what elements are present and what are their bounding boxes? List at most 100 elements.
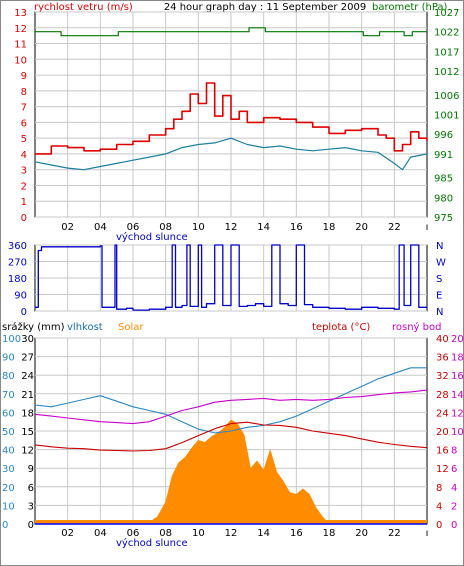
dewpoint-y-tick-label: 10 [451,427,464,438]
pressure-y-tick-label: 1022 [434,28,459,39]
temperature-axis-label: teplota (°C) [312,322,370,333]
dewpoint-y-tick-label: 2 [451,501,457,512]
wind-y-tick-label: 11 [14,40,27,51]
pressure-line [35,27,427,37]
wind-y-tick-label: 4 [21,150,27,161]
temperature-y-tick-label: 40 [436,334,449,345]
wind-y-tick-label: 0 [21,213,27,224]
direction-y-tick-label: 270 [8,258,27,269]
rain-y-tick-label: 18 [21,408,34,419]
wind-pressure-x-tick-label: 14 [257,222,270,233]
dewpoint-axis-label: rosný bod [392,321,441,333]
wind-pressure-x-tick-end: ı [426,222,429,233]
climate-x-tick-label: 02 [61,528,74,539]
rain-y-tick-label: 3 [28,501,34,512]
rain-y-tick-label: 15 [21,427,34,438]
climate-x-tick-label: 20 [355,528,368,539]
temperature-y-tick-label: 28 [436,390,449,401]
dewpoint-y-tick-label: 0 [451,520,457,531]
humidity-y-tick-label: 10 [2,501,15,512]
direction-y-tick-label: 0 [21,307,27,318]
climate-x-tick-label: 04 [94,528,107,539]
humidity-y-tick-label: 100 [2,334,21,345]
wind-y-tick-label: 6 [21,118,27,129]
wind-y-tick-label: 7 [21,103,27,114]
climate-x-tick-end: ı [426,528,429,539]
wind-pressure-x-tick-label: 06 [127,222,140,233]
dewpoint-y-tick-label: 16 [451,371,464,382]
wind-pressure-x-tick-label: 18 [323,222,336,233]
rain-y-tick-label: 12 [21,446,34,457]
climate-x-tick-label: 16 [290,528,303,539]
pressure-y-tick-label: 1001 [434,111,459,122]
dewpoint-y-tick-label: 8 [451,446,457,457]
rain-y-tick-label: 21 [21,390,34,401]
humidity-y-tick-label: 30 [2,464,15,475]
temperature-y-tick-label: 8 [436,483,442,494]
temperature-y-tick-label: 0 [436,520,442,531]
dewpoint-y-tick-label: 6 [451,464,457,475]
pressure-axis-label: barometr (hPa) [372,2,448,13]
temperature-line [34,421,428,452]
wind-y-tick-label: 12 [14,24,27,35]
wind-y-tick-label: 1 [21,197,27,208]
climate-x-tick-label: 12 [225,528,238,539]
direction-y-tick-label: 180 [8,274,27,285]
temperature-y-tick-label: 24 [436,408,449,419]
dewpoint-y-tick-label: 4 [451,483,457,494]
rain-y-tick-label: 30 [21,334,34,345]
rain-y-tick-label: 6 [28,483,34,494]
wind-y-tick-label: 3 [21,166,27,177]
sunrise-label-top: východ slunce [116,231,188,243]
dewpoint-y-tick-label: 12 [451,408,464,419]
climate-x-tick-label: 22 [388,528,401,539]
pressure-y-tick-label: 991 [434,150,453,161]
wind-pressure-x-tick-label: 02 [61,222,74,233]
compass-tick-label: W [436,258,446,269]
compass-tick-label: N [436,241,443,252]
rain-y-tick-label: 24 [21,371,34,382]
climate-x-tick-label: 10 [192,528,205,539]
rain-y-tick-label: 27 [21,353,34,364]
wind-y-tick-label: 8 [21,87,27,98]
climate-x-tick-label: 08 [159,528,172,539]
temperature-y-tick-label: 36 [436,353,449,364]
wind-y-tick-label: 13 [14,8,27,19]
compass-tick-label: N [436,307,443,318]
wind-pressure-x-tick-label: 12 [225,222,238,233]
temperature-y-tick-label: 4 [436,501,442,512]
temperature-y-tick-label: 20 [436,427,449,438]
wind-pressure-x-tick-label: 22 [388,222,401,233]
wind-y-tick-label: 2 [21,181,27,192]
pressure-y-tick-label: 1012 [434,67,459,78]
climate-x-tick-label: 14 [257,528,270,539]
wind-direction-line [35,244,427,311]
humidity-y-tick-label: 20 [2,483,15,494]
solar-axis-label: Solar [118,322,144,333]
humidity-y-tick-label: 60 [2,408,15,419]
humidity-axis-label: vlhkost [67,322,103,333]
dewpoint-y-tick-label: 18 [451,353,464,364]
wind-gust-line [35,82,428,155]
wind-avg-line [34,137,428,171]
wind-pressure-x-tick-label: 20 [355,222,368,233]
temperature-y-tick-label: 16 [436,446,449,457]
wind-axis-label: rychlost vetru (m/s) [34,2,133,13]
temperature-y-tick-label: 12 [436,464,449,475]
wind-y-tick-label: 10 [14,55,27,66]
climate-x-tick-label: 06 [127,528,140,539]
wind-pressure-x-tick-label: 08 [159,222,172,233]
dewpoint-y-tick-label: 14 [451,390,464,401]
pressure-y-tick-label: 1027 [434,8,459,19]
wind-y-tick-label: 5 [21,134,27,145]
chart-title: 24 hour graph day : 11 September 2009 [164,2,366,13]
pressure-y-tick-label: 975 [434,213,453,224]
humidity-y-tick-label: 50 [2,427,15,438]
wind-pressure-x-tick-label: 16 [290,222,303,233]
direction-y-tick-label: 360 [8,241,27,252]
pressure-y-tick-label: 980 [434,193,453,204]
